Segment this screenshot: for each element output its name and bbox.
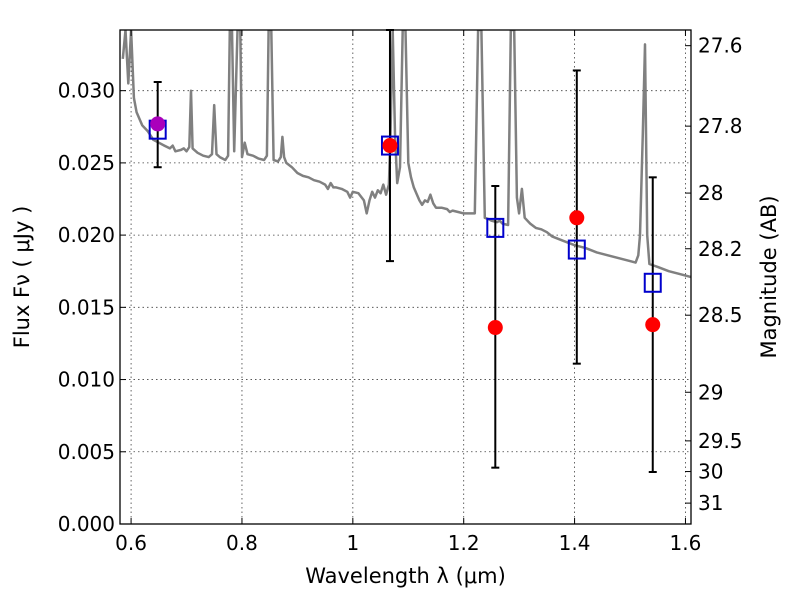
- flux-data-point: [645, 317, 661, 333]
- y2-tick-label: 28.2: [698, 237, 743, 261]
- grid-lines: [120, 30, 691, 525]
- y2-tick-label: 27.6: [698, 34, 743, 58]
- flux-data-point: [487, 320, 503, 336]
- x-tick-label: 0.8: [226, 531, 258, 555]
- y-tick-label: 0.000: [58, 512, 115, 536]
- x-tick-label: 1.4: [559, 531, 591, 555]
- y2-tick-label: 30: [698, 460, 723, 484]
- model-photometry-square: [380, 135, 399, 156]
- axis-ticks: 0.6 0.8 1 1.2 1.4 1.6 0.000 0.005 0.010 0.015 0.02…: [58, 30, 743, 555]
- model-photometry-square: [486, 217, 505, 238]
- axes-frame: [119, 29, 692, 525]
- y2-tick-label: 28.5: [698, 303, 743, 327]
- y-tick-label: 0.005: [58, 440, 115, 464]
- y2-tick-label: 28: [698, 181, 723, 205]
- x-tick-label: 0.6: [115, 531, 147, 555]
- y-tick-label: 0.015: [58, 295, 115, 319]
- model-spectrum-line: [121, 30, 691, 279]
- y2-tick-label: 29: [698, 380, 723, 404]
- flux-data-point: [382, 138, 398, 154]
- x-tick-label: 1.2: [448, 531, 480, 555]
- y-tick-label: 0.025: [58, 151, 115, 175]
- x-tick-label: 1: [346, 531, 359, 555]
- x-tick-label: 1.6: [670, 531, 702, 555]
- y2-tick-label: 27.8: [698, 114, 743, 138]
- y2-axis-title: Magnitude (AB): [757, 195, 781, 358]
- y2-tick-label: 31: [698, 491, 723, 515]
- model-photometry-square: [567, 239, 586, 260]
- y-axis-title: Flux Fν ( μJy ): [10, 206, 34, 349]
- x-axis-title: Wavelength λ (μm): [305, 564, 506, 588]
- y2-tick-label: 29.5: [698, 429, 743, 453]
- flux-data-point: [569, 210, 585, 226]
- model-photometry-square: [643, 272, 662, 293]
- flux-data-point: [150, 116, 166, 132]
- y-tick-label: 0.010: [58, 368, 115, 392]
- plot-area: [121, 29, 691, 473]
- y-tick-label: 0.020: [58, 223, 115, 247]
- y-tick-label: 0.030: [58, 79, 115, 103]
